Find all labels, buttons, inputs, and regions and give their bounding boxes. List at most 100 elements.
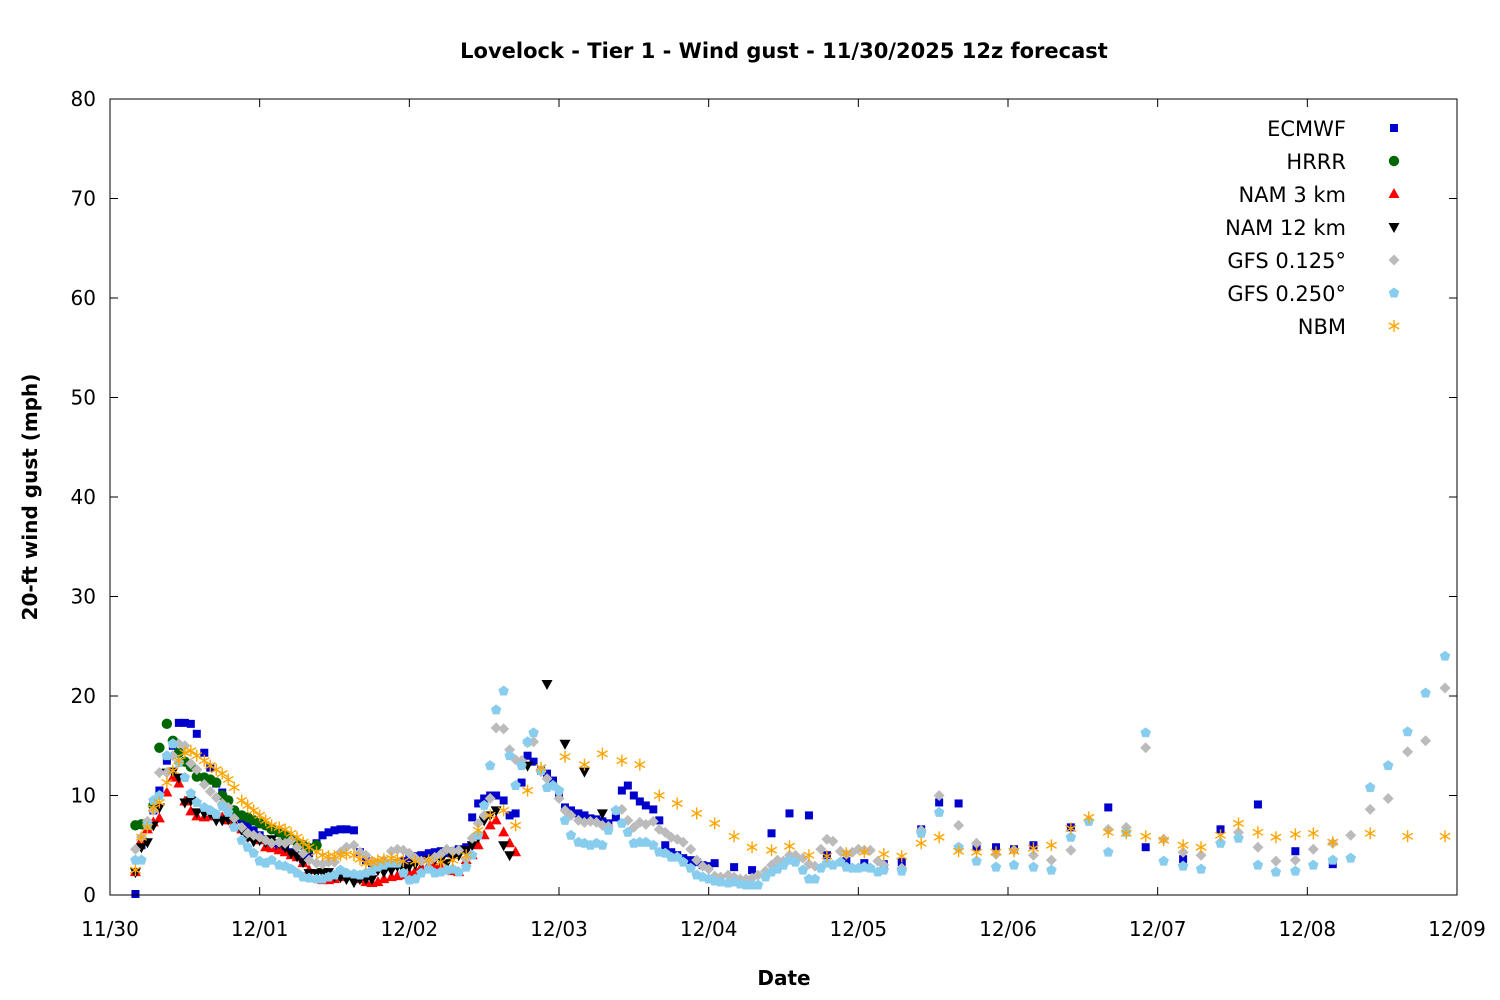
legend-marker <box>1388 287 1400 298</box>
data-point <box>510 780 521 790</box>
data-point <box>153 767 165 779</box>
data-point <box>297 836 309 849</box>
data-point <box>248 847 259 858</box>
data-point <box>516 760 527 771</box>
data-point <box>635 797 644 806</box>
data-point <box>715 876 726 887</box>
legend-marker <box>1388 254 1400 266</box>
y-tick-label: 10 <box>71 784 96 808</box>
data-point <box>135 843 147 854</box>
data-point <box>131 890 140 899</box>
data-point <box>1195 841 1207 854</box>
data-point <box>198 754 210 767</box>
y-tick-label: 70 <box>71 187 96 211</box>
data-point <box>1177 839 1189 852</box>
data-point <box>154 790 165 800</box>
data-point <box>472 839 484 850</box>
data-point <box>236 834 247 845</box>
data-point <box>1045 854 1057 866</box>
data-point <box>228 821 240 832</box>
data-point <box>504 851 516 862</box>
data-point <box>1439 682 1451 694</box>
data-point <box>311 840 322 851</box>
data-point <box>1104 803 1113 812</box>
x-tick-label: 12/07 <box>1129 917 1187 941</box>
data-point <box>409 855 421 868</box>
data-point <box>933 831 945 844</box>
data-point <box>185 805 197 816</box>
data-point <box>641 801 650 810</box>
data-point <box>1307 827 1319 840</box>
legend-marker <box>1388 155 1400 167</box>
data-point <box>553 785 565 795</box>
data-point <box>878 864 890 875</box>
data-point <box>153 796 165 809</box>
data-point <box>185 788 197 798</box>
data-point <box>797 864 809 875</box>
x-tick-label: 11/30 <box>81 917 139 941</box>
data-point <box>153 812 165 823</box>
data-point <box>1046 864 1057 875</box>
data-point <box>686 856 695 865</box>
data-point <box>578 758 590 771</box>
data-point <box>191 796 203 807</box>
data-point <box>685 862 696 873</box>
data-point <box>730 863 739 872</box>
x-tick-label: 12/04 <box>680 917 738 941</box>
data-point <box>468 813 477 822</box>
data-point <box>200 748 209 757</box>
data-point <box>297 847 309 859</box>
data-point <box>623 781 632 790</box>
data-point <box>129 864 141 877</box>
data-point <box>480 794 489 803</box>
data-point <box>236 821 248 833</box>
data-point <box>366 856 378 869</box>
data-point <box>198 779 210 791</box>
series-hrrr <box>130 718 322 854</box>
data-point <box>504 750 515 761</box>
data-point <box>1232 817 1245 830</box>
data-point <box>1289 828 1301 841</box>
data-point <box>185 744 197 757</box>
data-point <box>505 811 514 820</box>
data-point <box>559 814 571 825</box>
data-point <box>341 867 352 878</box>
data-point <box>1382 792 1394 804</box>
data-point <box>285 834 297 846</box>
data-point <box>191 764 203 776</box>
data-points <box>129 650 1451 899</box>
data-point <box>1327 836 1339 849</box>
data-point <box>865 862 876 873</box>
series-nbm <box>129 744 1451 877</box>
data-point <box>649 805 658 814</box>
data-point <box>671 797 683 810</box>
data-point <box>498 826 510 837</box>
data-point <box>385 866 397 877</box>
data-point <box>1382 760 1394 771</box>
data-point <box>510 819 522 832</box>
data-point <box>254 809 266 822</box>
data-point <box>767 829 776 838</box>
data-point <box>185 796 197 807</box>
x-tick-label: 12/08 <box>1279 917 1337 941</box>
data-point <box>559 750 571 763</box>
data-point <box>484 792 496 804</box>
data-point <box>398 867 409 878</box>
data-point <box>661 841 670 850</box>
data-point <box>858 846 870 859</box>
data-point <box>217 800 228 811</box>
x-tick-label: 12/06 <box>979 917 1037 941</box>
data-point <box>1140 830 1152 843</box>
data-point <box>498 685 509 696</box>
data-point <box>1270 855 1282 867</box>
legend-label: GFS 0.250° <box>1227 282 1346 306</box>
data-point <box>1028 861 1039 872</box>
data-point <box>191 808 203 819</box>
data-point <box>790 856 801 867</box>
data-point <box>935 798 944 807</box>
data-point <box>222 773 234 786</box>
data-point <box>1289 854 1301 866</box>
data-point <box>616 817 628 828</box>
data-point <box>330 826 339 835</box>
